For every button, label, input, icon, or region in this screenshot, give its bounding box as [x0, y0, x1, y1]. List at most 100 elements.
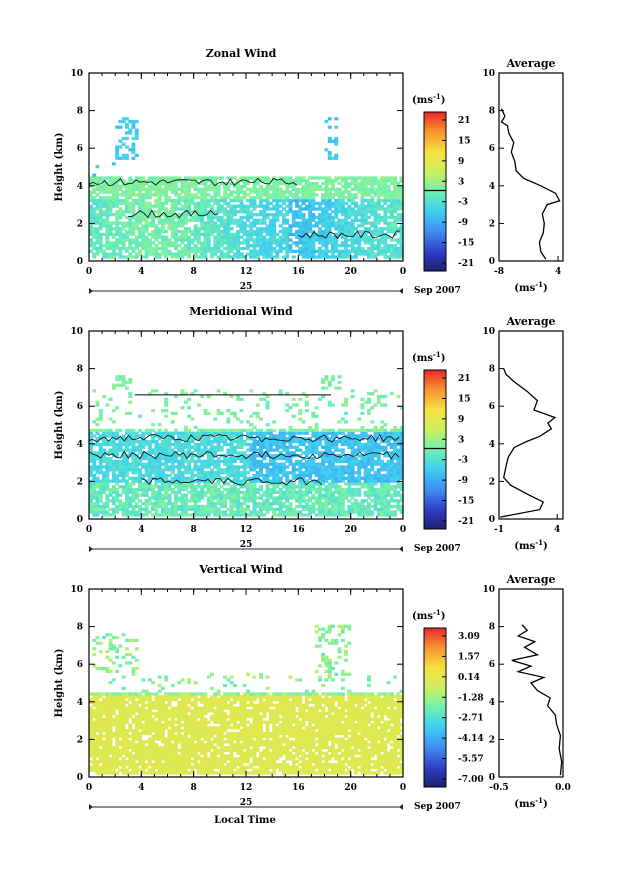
heatmap-cell: [360, 504, 365, 509]
heatmap-cell: [180, 473, 185, 478]
heatmap-cell: [125, 193, 129, 197]
heatmap-cell: [265, 400, 270, 404]
heatmap-cell: [278, 204, 283, 208]
heatmap-cell: [370, 479, 375, 483]
heatmap-cell: [115, 153, 120, 157]
heatmap-cell: [367, 255, 371, 259]
heatmap-cell: [265, 255, 270, 259]
heatmap-cell: [327, 227, 332, 231]
heatmap-cell: [111, 176, 116, 180]
heatmap-cell: [167, 179, 172, 183]
heatmap-cell: [213, 454, 218, 458]
heatmap-cell: [350, 176, 355, 180]
heatmap-cell: [138, 488, 142, 492]
heatmap-cell: [337, 471, 342, 475]
heatmap-cell: [98, 468, 103, 472]
heatmap-cell: [340, 190, 345, 194]
heatmap-cell: [98, 232, 103, 236]
heatmap-cell: [334, 490, 339, 494]
heatmap-cell: [210, 471, 214, 475]
heatmap-cell: [304, 190, 309, 194]
heatmap-cell: [278, 471, 283, 475]
heatmap-cell: [111, 184, 116, 189]
heatmap-cell: [353, 235, 358, 239]
heatmap-cell: [373, 434, 378, 438]
heatmap-cell: [285, 409, 290, 413]
heatmap-cell: [187, 468, 191, 472]
heatmap-cell: [89, 437, 93, 441]
heatmap-cell: [353, 428, 358, 432]
heatmap-cell: [216, 409, 221, 413]
heatmap-cell: [265, 476, 270, 480]
heatmap-cell: [363, 221, 368, 225]
heatmap-cell: [147, 451, 152, 455]
heatmap-cell: [95, 417, 100, 421]
heatmap-cell: [141, 440, 146, 444]
heatmap-cell: [216, 434, 221, 438]
heatmap-cell: [219, 504, 224, 509]
heatmap-cell: [321, 476, 326, 480]
heatmap-cell: [203, 190, 208, 194]
y-tick-label: 4: [77, 182, 83, 192]
heatmap-cell: [259, 244, 263, 248]
heatmap-cell: [105, 196, 110, 200]
heatmap-cell: [151, 235, 155, 239]
heatmap-cell: [337, 457, 342, 461]
heatmap-cell: [128, 252, 133, 256]
heatmap-cell: [373, 190, 378, 194]
heatmap-cell: [226, 457, 231, 461]
heatmap-cell: [360, 249, 365, 253]
heatmap-cell: [396, 199, 401, 203]
heatmap-cell: [340, 255, 345, 259]
heatmap-cell: [357, 207, 362, 211]
heatmap-cell: [118, 230, 123, 234]
heatmap-cell: [321, 213, 326, 217]
heatmap-cell: [161, 238, 165, 242]
heatmap-cell: [249, 196, 254, 200]
heatmap-cell: [347, 182, 352, 186]
heatmap-cell: [131, 184, 136, 189]
heatmap-cell: [92, 389, 97, 393]
heatmap-cell: [334, 153, 339, 157]
heatmap-cell: [383, 496, 388, 500]
heatmap-cell: [340, 504, 345, 509]
heatmap-cell: [367, 493, 371, 497]
heatmap-cell: [344, 230, 348, 234]
heatmap-cell: [190, 454, 195, 458]
heatmap-cell: [180, 499, 185, 503]
heatmap-cell: [151, 490, 155, 494]
heatmap-cell: [327, 459, 332, 463]
heatmap-cell: [213, 493, 218, 497]
heatmap-cell: [223, 392, 227, 396]
heatmap-cell: [396, 252, 401, 256]
heatmap-cell: [118, 378, 123, 382]
heatmap-cell: [370, 252, 375, 256]
heatmap-cell: [190, 513, 195, 517]
heatmap-cell: [353, 507, 358, 511]
heatmap-cell: [311, 504, 316, 509]
heatmap-cell: [363, 179, 368, 183]
heatmap-cell: [373, 502, 378, 506]
heatmap-cell: [183, 428, 188, 432]
heatmap-cell: [242, 451, 247, 455]
heatmap-cell: [353, 448, 358, 452]
heatmap-cell: [170, 182, 175, 186]
heatmap-cell: [285, 187, 290, 191]
heatmap-cell: [295, 176, 299, 180]
heatmap-cell: [282, 473, 286, 478]
heatmap-cell: [161, 227, 165, 231]
heatmap-cell: [89, 485, 93, 489]
heatmap-cell: [193, 445, 198, 449]
heatmap-cell: [393, 485, 398, 489]
heatmap-cell: [174, 176, 178, 180]
heatmap-cell: [210, 507, 214, 511]
heatmap-cell: [174, 465, 178, 469]
heatmap-cell: [242, 190, 247, 194]
heatmap-cell: [164, 392, 169, 396]
heatmap-cell: [98, 411, 103, 415]
heatmap-cell: [246, 179, 250, 183]
heatmap-cell: [344, 210, 348, 214]
heatmap-cell: [324, 454, 329, 458]
heatmap-cell: [219, 249, 224, 253]
heatmap-cell: [370, 249, 375, 253]
